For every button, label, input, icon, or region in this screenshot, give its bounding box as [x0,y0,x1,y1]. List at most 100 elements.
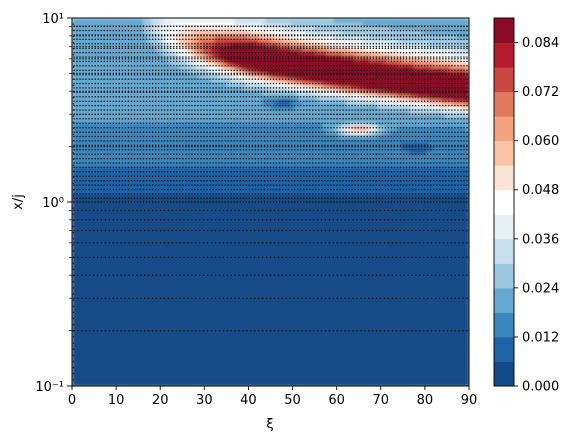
contour-cell [341,378,347,383]
contour-cell [83,266,89,271]
contour-cell [425,238,430,243]
contour-cell [330,286,335,291]
contour-cell [453,362,458,367]
contour-cell [151,234,156,239]
contour-cell [250,270,256,275]
contour-cell [433,366,438,371]
contour-cell [381,226,387,231]
contour-cell [417,330,422,335]
contour-cell [393,370,399,375]
contour-cell [385,374,391,379]
contour-cell [294,210,299,215]
contour-cell [425,214,430,219]
contour-cell [87,214,93,219]
contour-cell [83,302,89,307]
contour-cell [119,338,125,343]
contour-cell [230,202,236,207]
contour-cell [119,186,125,191]
contour-cell [199,342,204,347]
contour-cell [155,258,160,263]
contour-cell [377,382,383,386]
contour-cell [365,258,371,263]
contour-cell [250,250,256,255]
contour-cell [91,250,97,255]
contour-cell [326,238,331,243]
contour-cell [417,294,422,299]
contour-cell [99,222,105,227]
contour-cell [226,366,232,371]
contour-cell [361,282,367,287]
contour-cell [266,338,272,343]
contour-cell [445,310,450,315]
contour-cell [274,286,280,291]
contour-cell [83,242,89,247]
contour-cell [298,282,303,287]
contour-cell [175,382,180,386]
contour-cell [111,350,117,355]
contour-cell [199,350,204,355]
contour-cell [206,326,212,331]
contour-cell [294,222,299,227]
contour-cell [270,266,276,271]
contour-cell [381,326,387,331]
contour-cell [139,334,145,339]
contour-cell [115,302,121,307]
contour-cell [258,330,264,335]
contour-cell [357,274,363,279]
contour-cell [294,234,299,239]
contour-cell [218,302,224,307]
contour-cell [262,218,268,223]
contour-cell [206,278,212,283]
contour-cell [433,282,438,287]
contour-cell [203,250,208,255]
contour-cell [95,266,101,271]
contour-cell [226,378,232,383]
contour-cell [258,242,264,247]
contour-cell [135,250,141,255]
contour-cell [381,202,387,207]
contour-cell [246,274,252,279]
contour-cell [310,270,315,275]
contour-cell [226,298,232,303]
contour-cell [302,318,307,323]
contour-cell [465,302,469,307]
contour-cell [461,190,466,195]
contour-cell [218,190,224,195]
contour-cell [139,258,145,263]
contour-cell [175,190,180,195]
contour-cell [393,354,399,359]
contour-cell [95,262,101,267]
contour-cell [79,334,85,339]
contour-cell [369,306,375,311]
contour-cell [445,290,450,295]
contour-cell [330,250,335,255]
contour-cell [330,246,335,251]
contour-cell [465,306,469,311]
contour-cell [385,258,391,263]
contour-cell [349,230,355,235]
contour-cell [302,382,307,386]
contour-cell [119,234,125,239]
contour-cell [183,374,188,379]
contour-cell [369,266,375,271]
contour-cell [286,298,291,303]
contour-cell [457,246,462,251]
contour-cell [270,234,276,239]
contour-cell [377,278,383,283]
contour-cell [357,194,363,199]
contour-cell [330,330,335,335]
contour-cell [254,238,260,243]
contour-cell [461,198,466,203]
contour-cell [95,350,101,355]
contour-cell [139,294,145,299]
contour-cell [318,350,323,355]
contour-cell [254,282,260,287]
contour-cell [222,370,228,375]
contour-cell [155,358,160,363]
contour-cell [322,362,327,367]
contour-cell [230,282,236,287]
contour-cell [425,334,430,339]
contour-cell [83,374,89,379]
contour-cell [441,262,446,267]
contour-cell [290,214,295,219]
